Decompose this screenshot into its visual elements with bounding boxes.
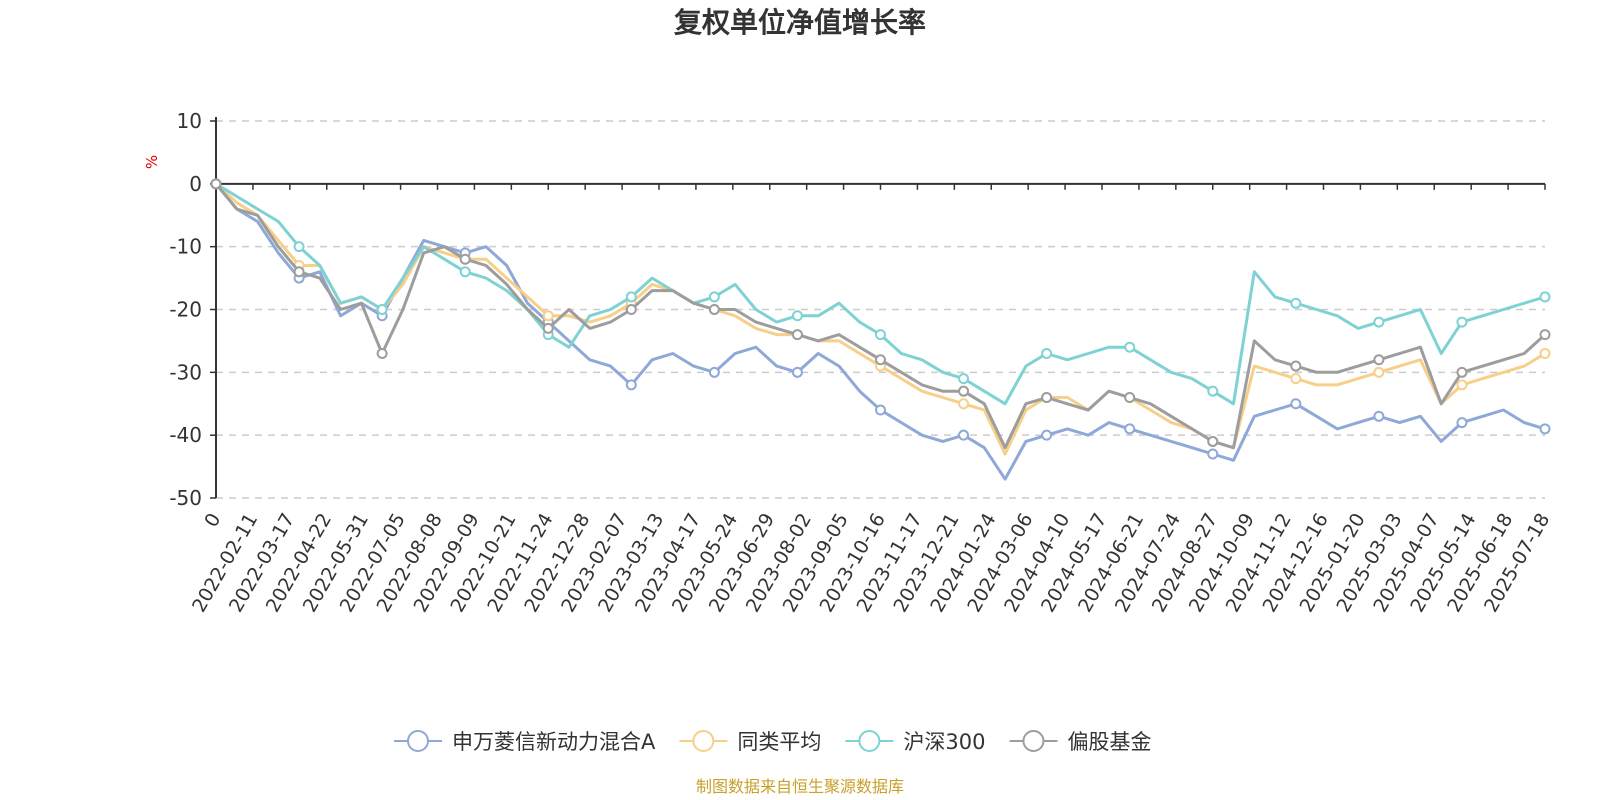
data-point [875,354,886,366]
legend-marker [692,730,715,752]
data-point [958,385,970,397]
data-point [1456,316,1468,328]
data-point [1290,297,1302,309]
data-point [1041,391,1053,403]
data-point [958,429,970,441]
data-point [1539,329,1551,341]
data-point [791,329,803,341]
data-point [459,253,471,265]
data-point [1041,347,1053,359]
data-point [875,404,886,416]
data-point [1207,385,1219,397]
legend-item[interactable]: 同类平均 [679,730,821,754]
y-tick-label: 0 [189,172,202,196]
y-tick-label: 10 [177,109,202,133]
data-point [1373,410,1385,422]
data-point [1373,316,1385,328]
data-point [1290,360,1302,372]
data-point [708,366,720,378]
data-point [1041,429,1053,441]
data-point [708,304,720,315]
data-point [1539,423,1551,435]
data-point [542,310,554,322]
y-tick-label: -10 [169,235,202,259]
data-point [376,347,388,359]
data-point [1456,379,1468,391]
data-point [1539,347,1551,359]
y-axis-unit: % [143,155,161,169]
data-point [625,291,637,303]
data-point [459,266,471,278]
data-point [625,304,637,315]
y-tick-label: -50 [169,486,202,510]
y-tick-label: -40 [169,423,202,447]
legend-item[interactable]: 沪深300 [845,730,985,754]
legend-marker [1022,730,1045,752]
data-point [210,178,222,190]
data-point [791,366,803,378]
legend-marker [407,730,429,752]
legend[interactable]: 申万菱信新动力混合A 同类平均 沪深300 偏股基金 [394,730,1151,754]
chart-title: 复权单位净值增长率 [674,6,926,39]
axes: 100-10-20-30-40-5002022-02-112022-03-172… [169,109,1554,616]
legend-item[interactable]: 偏股基金 [1009,730,1151,754]
legend-label: 偏股基金 [1067,730,1151,754]
data-point [1373,366,1385,378]
x-tick-label: 0 [200,510,225,531]
data-point [1290,398,1302,410]
series-lines [210,178,1551,481]
data-point [1456,366,1468,378]
y-tick-label: -20 [169,298,202,322]
data-point [1290,373,1302,385]
legend-item[interactable]: 申万菱信新动力混合A [394,730,656,754]
data-point [1373,354,1385,366]
data-point [791,310,803,322]
data-point [376,304,388,315]
y-tick-label: -30 [169,360,202,384]
legend-label: 申万菱信新动力混合A [452,730,656,754]
data-point [625,379,637,391]
data-point [1124,423,1136,435]
data-point [708,291,720,303]
data-point [1456,417,1468,429]
grid-lines [216,120,1545,499]
data-point [958,373,970,385]
data-point [542,322,554,334]
legend-label: 同类平均 [737,730,821,754]
legend-marker [858,730,881,752]
data-point [1539,291,1551,303]
data-point [1207,448,1219,460]
data-point [293,266,305,278]
data-point [1124,391,1136,403]
data-point [958,398,970,410]
data-source-note: 制图数据来自恒生聚源数据库 [696,777,904,796]
data-point [875,329,886,341]
legend-label: 沪深300 [903,730,985,754]
data-point [293,241,305,253]
data-point [1124,341,1136,353]
data-point [1207,435,1219,447]
